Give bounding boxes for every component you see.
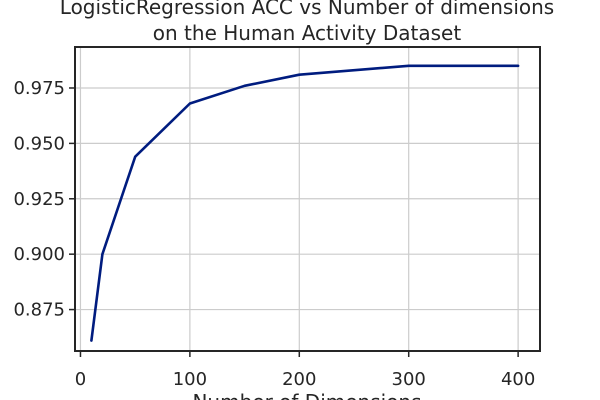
tick-layer: 0 100 200 300 400 0.875 0.900 0.925 0.950 0.975	[13, 78, 535, 390]
y-tick-label: 0.875	[13, 300, 65, 321]
series-layer	[90, 64, 520, 342]
x-tick-label: 0	[75, 369, 86, 390]
x-tick-label: 300	[392, 369, 426, 390]
x-tick-label: 200	[282, 369, 316, 390]
y-tick-label: 0.975	[13, 78, 65, 99]
x-tick-label: 100	[173, 369, 207, 390]
grid	[75, 47, 540, 351]
x-tick-label: 400	[501, 369, 535, 390]
y-tick-label: 0.950	[13, 133, 65, 154]
chart-title: LogisticRegression ACC vs Number of dime…	[60, 0, 554, 19]
x-axis-label: Number of Dimensions	[192, 390, 421, 400]
y-tick-label: 0.900	[13, 244, 65, 265]
y-tick-label: 0.925	[13, 189, 65, 210]
series-line	[90, 64, 520, 342]
chart-subtitle: on the Human Activity Dataset	[153, 21, 462, 45]
